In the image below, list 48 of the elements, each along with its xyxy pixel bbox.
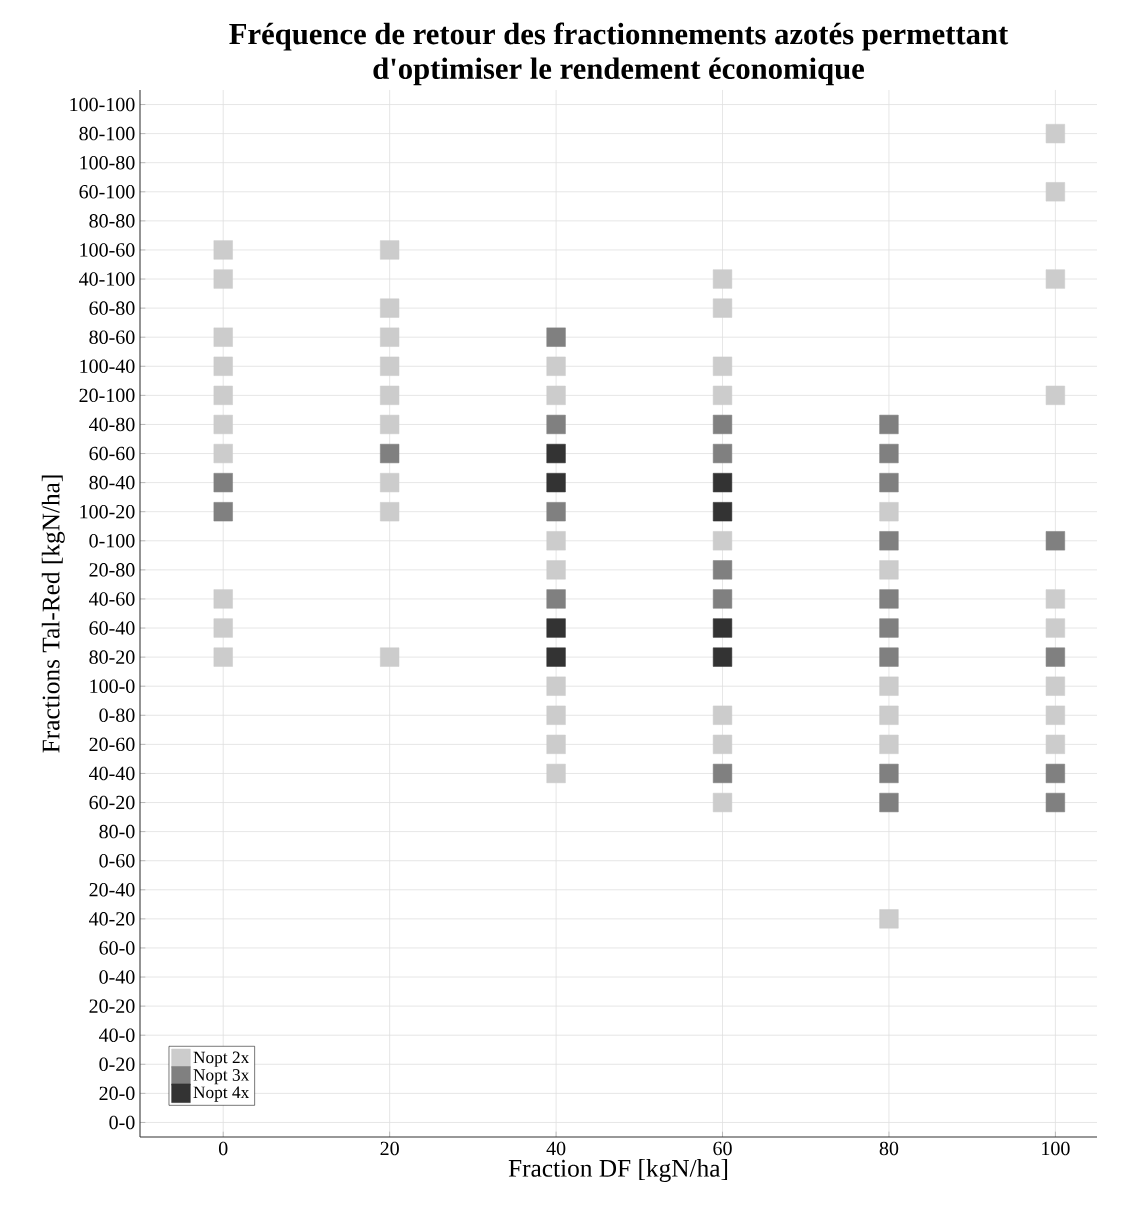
y-tick-label: 100-20	[80, 504, 135, 519]
x-tick-label: 0	[218, 1141, 228, 1156]
legend-label: Nopt 2x	[193, 1051, 250, 1067]
y-tick-label: 100-60	[80, 243, 135, 257]
legend-label: Nopt 3x	[193, 1069, 250, 1085]
y-tick-label: 0-40	[99, 970, 135, 984]
y-tick-label: 20-20	[89, 999, 135, 1013]
y-tick-label: 80-40	[89, 475, 135, 490]
y-tick-label: 100-100	[70, 97, 135, 112]
y-tick-label: 20-0	[99, 1086, 135, 1101]
y-tick-label: 0-0	[109, 1115, 135, 1130]
y-tick-label: 40-100	[79, 272, 135, 286]
y-tick-label: 60-100	[79, 185, 135, 199]
legend-label: Nopt 4x	[193, 1086, 250, 1102]
y-tick-label: 0-20	[99, 1057, 135, 1072]
x-tick-label: 80	[879, 1141, 899, 1156]
y-tick-label: 20-40	[89, 883, 135, 897]
x-tick-label: 60	[713, 1141, 732, 1156]
y-tick-label: 40-40	[89, 766, 135, 781]
y-tick-label: 40-80	[89, 417, 135, 432]
y-tick-label: 20-100	[79, 388, 135, 403]
y-axis-title: Fractions Tal-Red [kgN/ha]	[41, 475, 65, 753]
y-tick-label: 40-0	[99, 1028, 135, 1042]
y-tick-label: 0-100	[89, 534, 135, 548]
x-tick-label: 40	[546, 1141, 566, 1156]
y-tick-label: 20-60	[89, 737, 135, 752]
y-tick-label: 60-80	[89, 301, 135, 315]
y-tick-label: 80-60	[89, 330, 135, 344]
y-tick-label: 100-40	[80, 359, 135, 374]
y-tick-label: 100-0	[90, 679, 135, 693]
y-tick-label: 20-80	[89, 563, 135, 577]
y-tick-label: 60-0	[99, 941, 135, 955]
x-tick-label: 20	[380, 1141, 399, 1156]
y-tick-label: 60-20	[89, 795, 135, 810]
y-tick-label: 40-60	[89, 592, 135, 606]
y-tick-label: 80-80	[89, 214, 135, 228]
y-tick-label: 80-0	[99, 824, 135, 839]
x-tick-label: 100	[1042, 1141, 1070, 1156]
y-tick-label: 80-100	[79, 126, 135, 141]
y-tick-label: 0-60	[99, 853, 135, 868]
y-tick-label: 60-60	[89, 446, 135, 461]
y-tick-label: 60-40	[89, 621, 135, 635]
y-tick-label: 100-80	[80, 155, 135, 170]
y-tick-label: 40-20	[89, 912, 135, 926]
chart-title: Fréquence de retour des fractionnements azotés permettant d'optimiser le rendement économique	[229, 22, 1009, 86]
y-tick-label: 0-80	[99, 708, 135, 723]
x-axis-title: Fraction DF [kgN/ha]	[508, 1159, 728, 1183]
y-tick-label: 80-20	[89, 650, 135, 664]
